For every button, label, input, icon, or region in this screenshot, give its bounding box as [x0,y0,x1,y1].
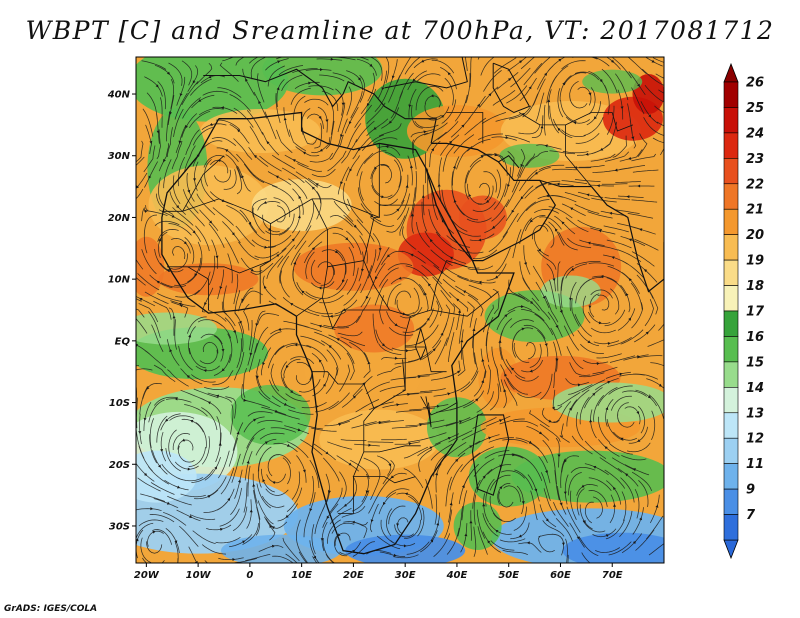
lon-tick-label: 10W [186,570,212,581]
colorbar-label: 14 [746,381,764,396]
colorbar-swatch [723,514,739,541]
lat-tick-label: 10S [109,398,130,409]
colorbar-label: 22 [746,177,764,192]
lon-tick-label: 70E [602,570,623,581]
streamlines [136,57,664,563]
colorbar-label: 13 [746,406,764,421]
lat-tick-label: 40N [107,90,131,101]
longitude-ticks: 20W 10W 0 10E 20E 30E 40E 50E 60E 70E [134,563,623,581]
colorbar-label: 24 [746,126,764,141]
colorbar-swatch [723,132,739,159]
colorbar-swatch [723,158,739,185]
colorbar-label: 26 [746,76,764,91]
colorbar-label: 18 [746,279,764,294]
colorbar-label: 23 [746,152,764,167]
lat-tick-label: 20S [109,460,130,471]
colorbar-swatch [723,107,739,134]
colorbar-swatch [723,437,739,464]
colorbar-label: 11 [746,457,764,472]
lon-tick-label: 60E [550,570,571,581]
lon-tick-label: 30E [395,570,416,581]
colorbar: 26 25 24 23 22 21 20 19 18 17 16 15 14 13 12 11 9 7 [723,62,765,560]
lon-tick-label: 0 [246,570,253,581]
lat-tick-label: 30N [108,151,131,162]
lon-tick-label: 10E [291,570,312,581]
colorbar-swatch [723,412,739,439]
colorbar-swatch [723,259,739,286]
footer-credit: GrADS: IGES/COLA [4,604,98,614]
lat-tick-label: EQ [115,336,131,347]
lat-tick-label: 10N [108,275,131,286]
colorbar-label: 7 [746,508,756,523]
colorbar-swatch [723,234,739,261]
colorbar-label: 20 [746,228,764,243]
colorbar-label: 16 [746,330,764,345]
lon-tick-label: 20W [134,570,160,581]
latitude-ticks: 40N 30N 20N 10N EQ 10S 20S 30S [107,90,136,532]
colorbar-label: 9 [746,483,755,498]
colorbar-swatch [723,488,739,515]
colorbar-label: 19 [746,254,764,269]
colorbar-swatch [723,285,739,312]
colorbar-swatch [723,310,739,337]
lon-tick-label: 50E [498,570,519,581]
chart-title: WBPT [C] and Sreamline at 700hPa, VT: 20… [25,16,775,45]
colorbar-label: 15 [746,355,764,370]
colorbar-swatch [723,361,739,388]
lon-tick-label: 40E [446,570,468,581]
lon-tick-label: 20E [343,570,364,581]
colorbar-swatch [723,387,739,414]
colorbar-top-arrow [723,62,739,83]
map-frame [135,56,665,564]
colorbar-label: 12 [746,432,764,447]
colorbar-bottom-arrow [723,539,739,560]
colorbar-swatch [723,336,739,363]
lat-tick-label: 30S [109,521,130,532]
wbpt-field [136,57,664,563]
colorbar-label: 25 [746,101,764,116]
colorbar-swatch [723,208,739,235]
colorbar-label: 21 [746,203,764,218]
colorbar-label: 17 [746,305,765,320]
colorbar-swatch [723,463,739,490]
colorbar-swatch [723,183,739,210]
colorbar-swatch [723,81,739,108]
lat-tick-label: 20N [108,213,131,224]
